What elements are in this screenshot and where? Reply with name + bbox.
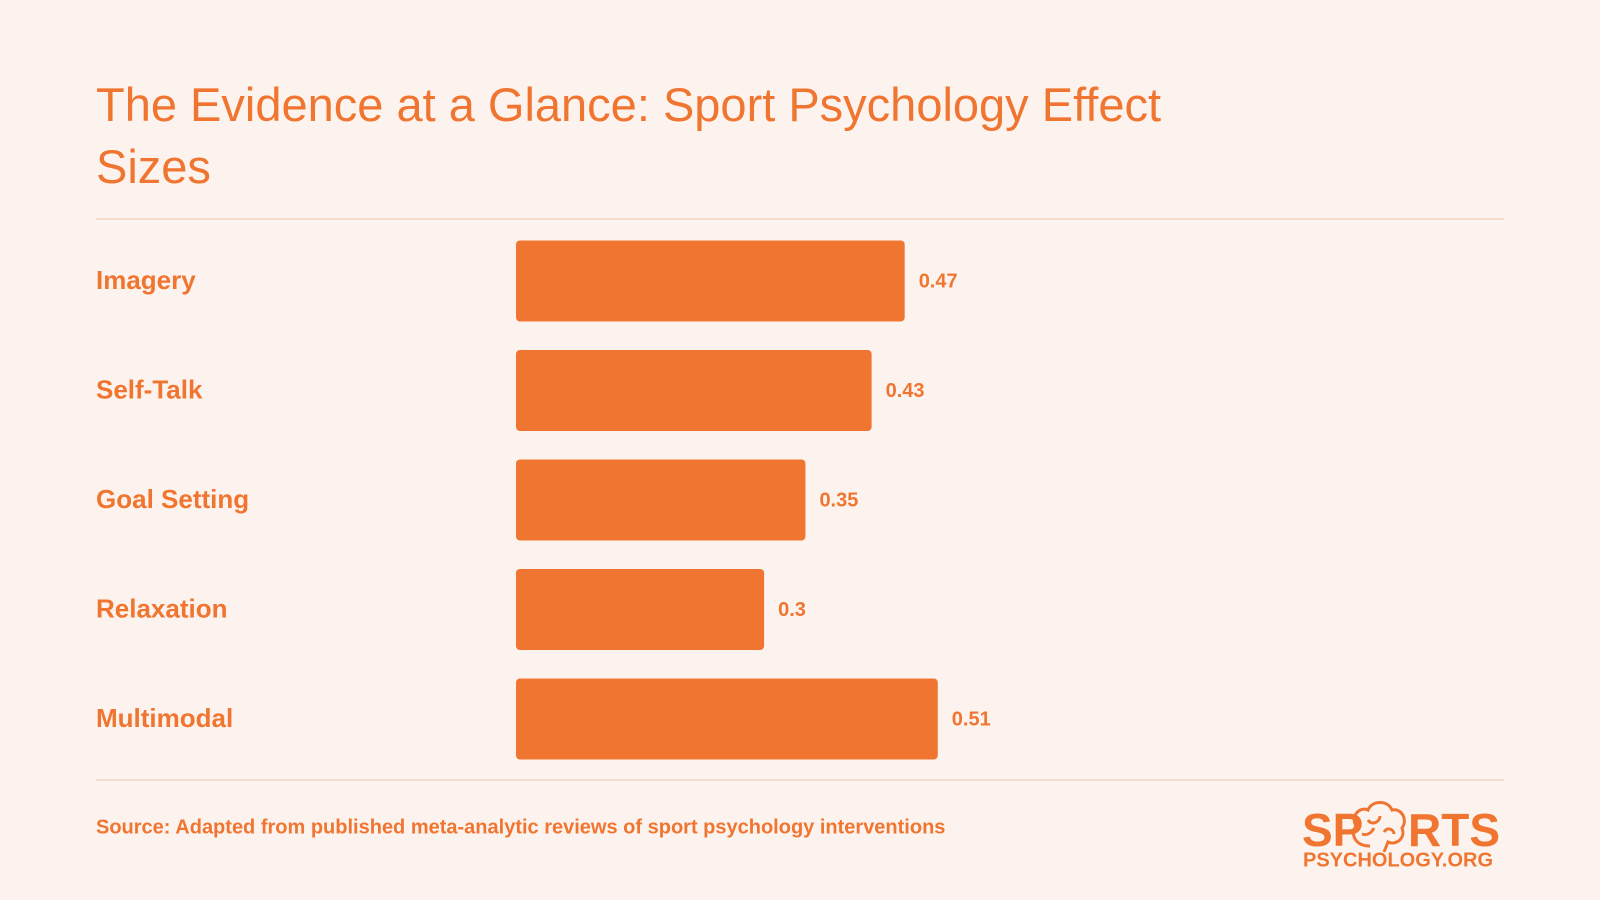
category-label: Multimodal	[96, 703, 233, 733]
brain-icon	[1352, 801, 1406, 853]
category-label: Self-Talk	[96, 374, 203, 404]
source-note: Source: Adapted from published meta-anal…	[96, 816, 945, 838]
logo: SP RTS PSYCHOLOGY.ORG	[1302, 801, 1500, 871]
logo-text: RTS	[1408, 804, 1500, 856]
bar	[516, 678, 938, 760]
chart-title: The Evidence at a Glance: Sport Psycholo…	[96, 78, 1162, 193]
category-label: Relaxation	[96, 593, 228, 623]
logo-subtext: PSYCHOLOGY.ORG	[1303, 849, 1493, 871]
value-label: 0.3	[778, 599, 806, 621]
value-label: 0.47	[919, 270, 958, 292]
bar	[516, 350, 872, 431]
bar	[516, 240, 905, 322]
category-label: Goal Setting	[96, 484, 249, 514]
value-label: 0.51	[952, 708, 991, 730]
bar	[516, 569, 765, 650]
category-label: Imagery	[96, 265, 196, 295]
bar	[516, 459, 806, 541]
value-label: 0.35	[819, 489, 858, 511]
value-label: 0.43	[886, 380, 925, 402]
